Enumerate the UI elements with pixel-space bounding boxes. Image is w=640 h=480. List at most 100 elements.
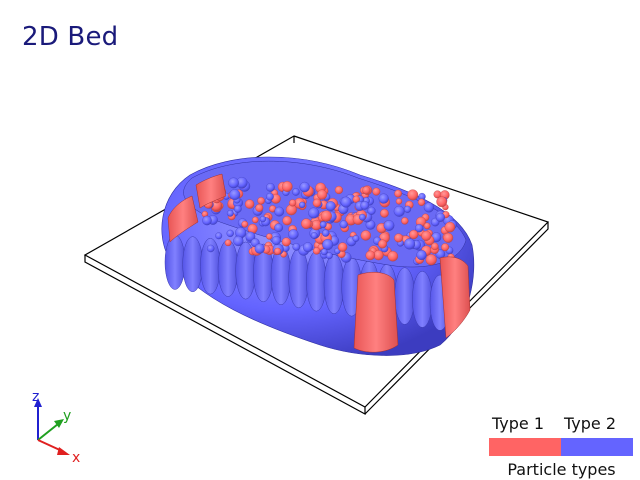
particle-type-1 bbox=[266, 233, 273, 240]
particle-type-2 bbox=[319, 221, 327, 228]
particle-type-2 bbox=[378, 193, 389, 204]
particle-type-1 bbox=[244, 199, 255, 209]
particle-type-1 bbox=[380, 208, 389, 218]
side-particle bbox=[323, 253, 345, 314]
particle-type-2 bbox=[403, 205, 412, 213]
orientation-axes-widget: z y x bbox=[32, 389, 80, 466]
particle-type-2 bbox=[339, 220, 348, 229]
x-axis-label: x bbox=[72, 450, 80, 466]
particle-type-2 bbox=[299, 181, 310, 193]
particle-type-1 bbox=[441, 243, 450, 252]
particle-type-1 bbox=[252, 216, 259, 224]
particle-type-2 bbox=[352, 235, 360, 242]
particle-type-1 bbox=[337, 242, 348, 252]
particle-type-1 bbox=[394, 189, 402, 198]
y-axis-arrow bbox=[37, 419, 64, 441]
y-axis-label: y bbox=[63, 408, 71, 424]
particle-type-1 bbox=[312, 198, 322, 208]
particle-type-1 bbox=[425, 254, 437, 266]
particle-type-2 bbox=[226, 229, 234, 238]
particle-type-1 bbox=[401, 217, 409, 225]
z-axis-label: z bbox=[32, 389, 39, 405]
particle-type-2 bbox=[416, 249, 427, 261]
side-particle bbox=[182, 236, 203, 293]
legend: Type 1 Type 2 Particle types bbox=[489, 412, 634, 479]
particle-type-2 bbox=[233, 235, 244, 247]
particle-type-2 bbox=[415, 224, 424, 233]
particle-type-2 bbox=[233, 205, 242, 213]
particle-type-2 bbox=[322, 239, 334, 251]
particle-type-2 bbox=[254, 243, 265, 254]
particle-type-1 bbox=[360, 230, 371, 241]
particle-type-2 bbox=[274, 223, 283, 233]
particle-type-1 bbox=[282, 215, 292, 226]
particle-type-2 bbox=[228, 177, 239, 189]
particle-type-2 bbox=[215, 232, 223, 240]
legend-swatch-type-1 bbox=[489, 438, 561, 456]
side-particle bbox=[288, 248, 309, 309]
particle-type-2 bbox=[325, 201, 336, 212]
particle-type-1 bbox=[417, 198, 426, 206]
particle-type-2 bbox=[274, 206, 285, 217]
particle-type-1 bbox=[378, 239, 387, 249]
particle-type-1 bbox=[372, 187, 381, 196]
particle-type-2 bbox=[423, 202, 434, 213]
side-particle bbox=[217, 239, 239, 297]
particle-type-1 bbox=[334, 185, 343, 195]
particle-type-1 bbox=[373, 250, 384, 261]
particle-type-2 bbox=[302, 242, 313, 253]
particle-type-1 bbox=[436, 196, 448, 208]
particle-type-1 bbox=[395, 198, 403, 205]
particle-type-1 bbox=[320, 210, 332, 222]
particle-type-2 bbox=[322, 229, 330, 237]
box-outline bbox=[83, 135, 550, 416]
particle-type-2 bbox=[310, 232, 318, 239]
particle-type-2 bbox=[367, 206, 376, 215]
particle-type-2 bbox=[308, 207, 320, 219]
particle-type-1 bbox=[301, 218, 312, 229]
particle-type-1 bbox=[312, 247, 321, 255]
particle-type-1 bbox=[444, 221, 456, 233]
particle-type-2 bbox=[259, 215, 267, 223]
particle-type-2 bbox=[245, 231, 256, 242]
particle-type-1 bbox=[257, 197, 265, 205]
particle-type-1 bbox=[362, 186, 371, 195]
legend-label-type-2: Type 2 bbox=[564, 414, 617, 433]
particle-type-1 bbox=[274, 247, 282, 255]
legend-label-type-1: Type 1 bbox=[492, 414, 545, 433]
particle-type-2 bbox=[266, 192, 274, 201]
particle-type-2 bbox=[325, 252, 333, 260]
particle-type-1 bbox=[421, 230, 432, 241]
side-particle bbox=[306, 251, 327, 312]
particle-type-2 bbox=[202, 215, 212, 226]
particle-type-1 bbox=[281, 181, 293, 192]
x-axis-arrow bbox=[37, 439, 70, 455]
particle-type-2 bbox=[292, 243, 301, 251]
particle-type-2 bbox=[288, 229, 299, 240]
particle-type-2 bbox=[271, 235, 281, 246]
side-particle bbox=[412, 271, 433, 328]
legend-swatch-type-2 bbox=[561, 438, 633, 456]
particle-type-1 bbox=[281, 237, 291, 247]
legend-colorbar bbox=[489, 438, 634, 456]
particle-type-1 bbox=[387, 250, 399, 262]
plot-title: 2D Bed bbox=[22, 22, 119, 52]
particle-pile bbox=[161, 156, 475, 356]
particle-type-2 bbox=[229, 189, 241, 201]
legend-title: Particle types bbox=[507, 460, 616, 479]
particle-type-2 bbox=[266, 183, 275, 192]
particle-type-1 bbox=[317, 189, 328, 200]
particle-type-2 bbox=[206, 244, 215, 253]
particle-type-1 bbox=[431, 242, 439, 251]
particle-type-1 bbox=[423, 222, 431, 230]
side-particle bbox=[394, 267, 415, 325]
particle-type-2 bbox=[404, 238, 416, 250]
particle-type-1 bbox=[255, 203, 264, 212]
particle-type-2 bbox=[340, 196, 352, 208]
particle-type-1 bbox=[407, 189, 419, 201]
particle-type-2 bbox=[226, 209, 234, 217]
particle-type-1 bbox=[443, 232, 454, 243]
particle-type-2 bbox=[320, 248, 328, 256]
particle-type-1 bbox=[365, 250, 376, 261]
